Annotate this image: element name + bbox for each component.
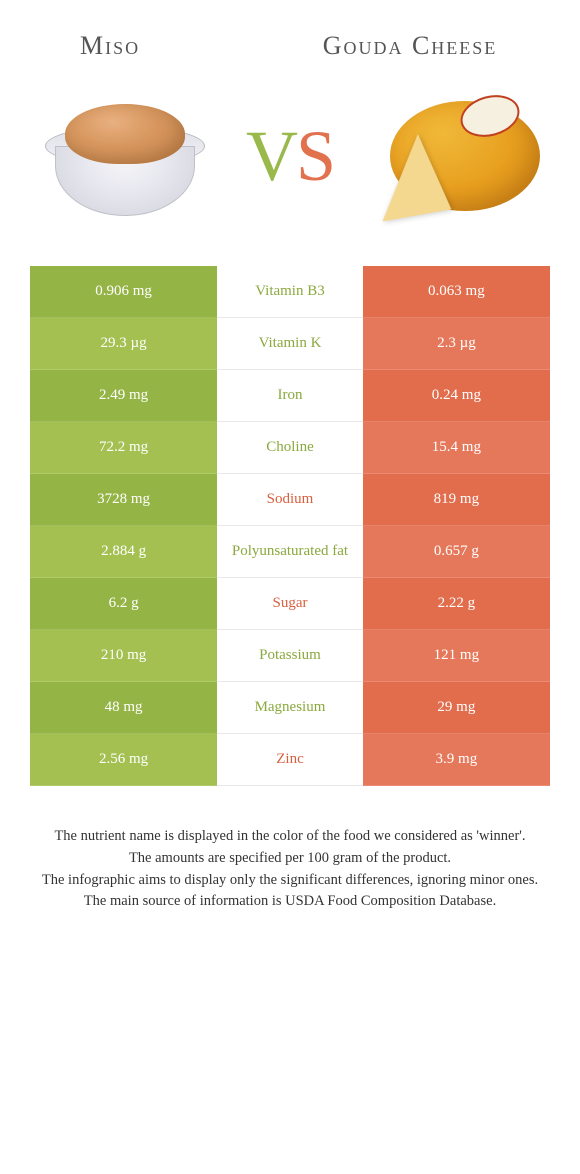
gouda-image: [370, 86, 540, 226]
right-value: 0.063 mg: [363, 266, 550, 318]
miso-image: [40, 86, 210, 226]
right-food-title: Gouda Cheese: [300, 30, 530, 61]
images-row: VS: [30, 86, 550, 226]
nutrient-name: Sodium: [217, 474, 363, 526]
left-value: 3728 mg: [30, 474, 217, 526]
right-value: 0.24 mg: [363, 370, 550, 422]
right-value: 3.9 mg: [363, 734, 550, 786]
nutrient-name: Zinc: [217, 734, 363, 786]
footer-line-2: The amounts are specified per 100 gram o…: [40, 848, 540, 870]
table-row: 2.884 gPolyunsaturated fat0.657 g: [30, 526, 550, 578]
table-row: 6.2 gSugar2.22 g: [30, 578, 550, 630]
table-row: 48 mgMagnesium29 mg: [30, 682, 550, 734]
nutrient-table: 0.906 mgVitamin B30.063 mg29.3 µgVitamin…: [30, 266, 550, 786]
nutrient-name: Vitamin K: [217, 318, 363, 370]
nutrient-name: Choline: [217, 422, 363, 474]
table-row: 0.906 mgVitamin B30.063 mg: [30, 266, 550, 318]
vs-s: S: [296, 116, 334, 196]
nutrient-name: Magnesium: [217, 682, 363, 734]
left-food-title: Miso: [50, 30, 300, 61]
header: Miso Gouda Cheese: [30, 30, 550, 61]
right-value: 819 mg: [363, 474, 550, 526]
right-value: 29 mg: [363, 682, 550, 734]
table-row: 29.3 µgVitamin K2.3 µg: [30, 318, 550, 370]
left-value: 0.906 mg: [30, 266, 217, 318]
table-row: 72.2 mgCholine15.4 mg: [30, 422, 550, 474]
footer-line-3: The infographic aims to display only the…: [40, 870, 540, 892]
nutrient-name: Vitamin B3: [217, 266, 363, 318]
nutrient-name: Iron: [217, 370, 363, 422]
table-row: 3728 mgSodium819 mg: [30, 474, 550, 526]
left-value: 6.2 g: [30, 578, 217, 630]
footer-line-4: The main source of information is USDA F…: [40, 891, 540, 913]
right-value: 0.657 g: [363, 526, 550, 578]
left-value: 210 mg: [30, 630, 217, 682]
left-value: 2.49 mg: [30, 370, 217, 422]
table-row: 2.56 mgZinc3.9 mg: [30, 734, 550, 786]
right-value: 2.3 µg: [363, 318, 550, 370]
nutrient-name: Sugar: [217, 578, 363, 630]
left-value: 48 mg: [30, 682, 217, 734]
left-value: 72.2 mg: [30, 422, 217, 474]
nutrient-name: Polyunsaturated fat: [217, 526, 363, 578]
vs-label: VS: [246, 115, 334, 198]
table-row: 210 mgPotassium121 mg: [30, 630, 550, 682]
table-row: 2.49 mgIron0.24 mg: [30, 370, 550, 422]
right-value: 2.22 g: [363, 578, 550, 630]
nutrient-name: Potassium: [217, 630, 363, 682]
left-value: 2.884 g: [30, 526, 217, 578]
right-value: 15.4 mg: [363, 422, 550, 474]
footer-notes: The nutrient name is displayed in the co…: [30, 826, 550, 913]
left-value: 29.3 µg: [30, 318, 217, 370]
left-value: 2.56 mg: [30, 734, 217, 786]
right-value: 121 mg: [363, 630, 550, 682]
vs-v: V: [246, 116, 296, 196]
footer-line-1: The nutrient name is displayed in the co…: [40, 826, 540, 848]
